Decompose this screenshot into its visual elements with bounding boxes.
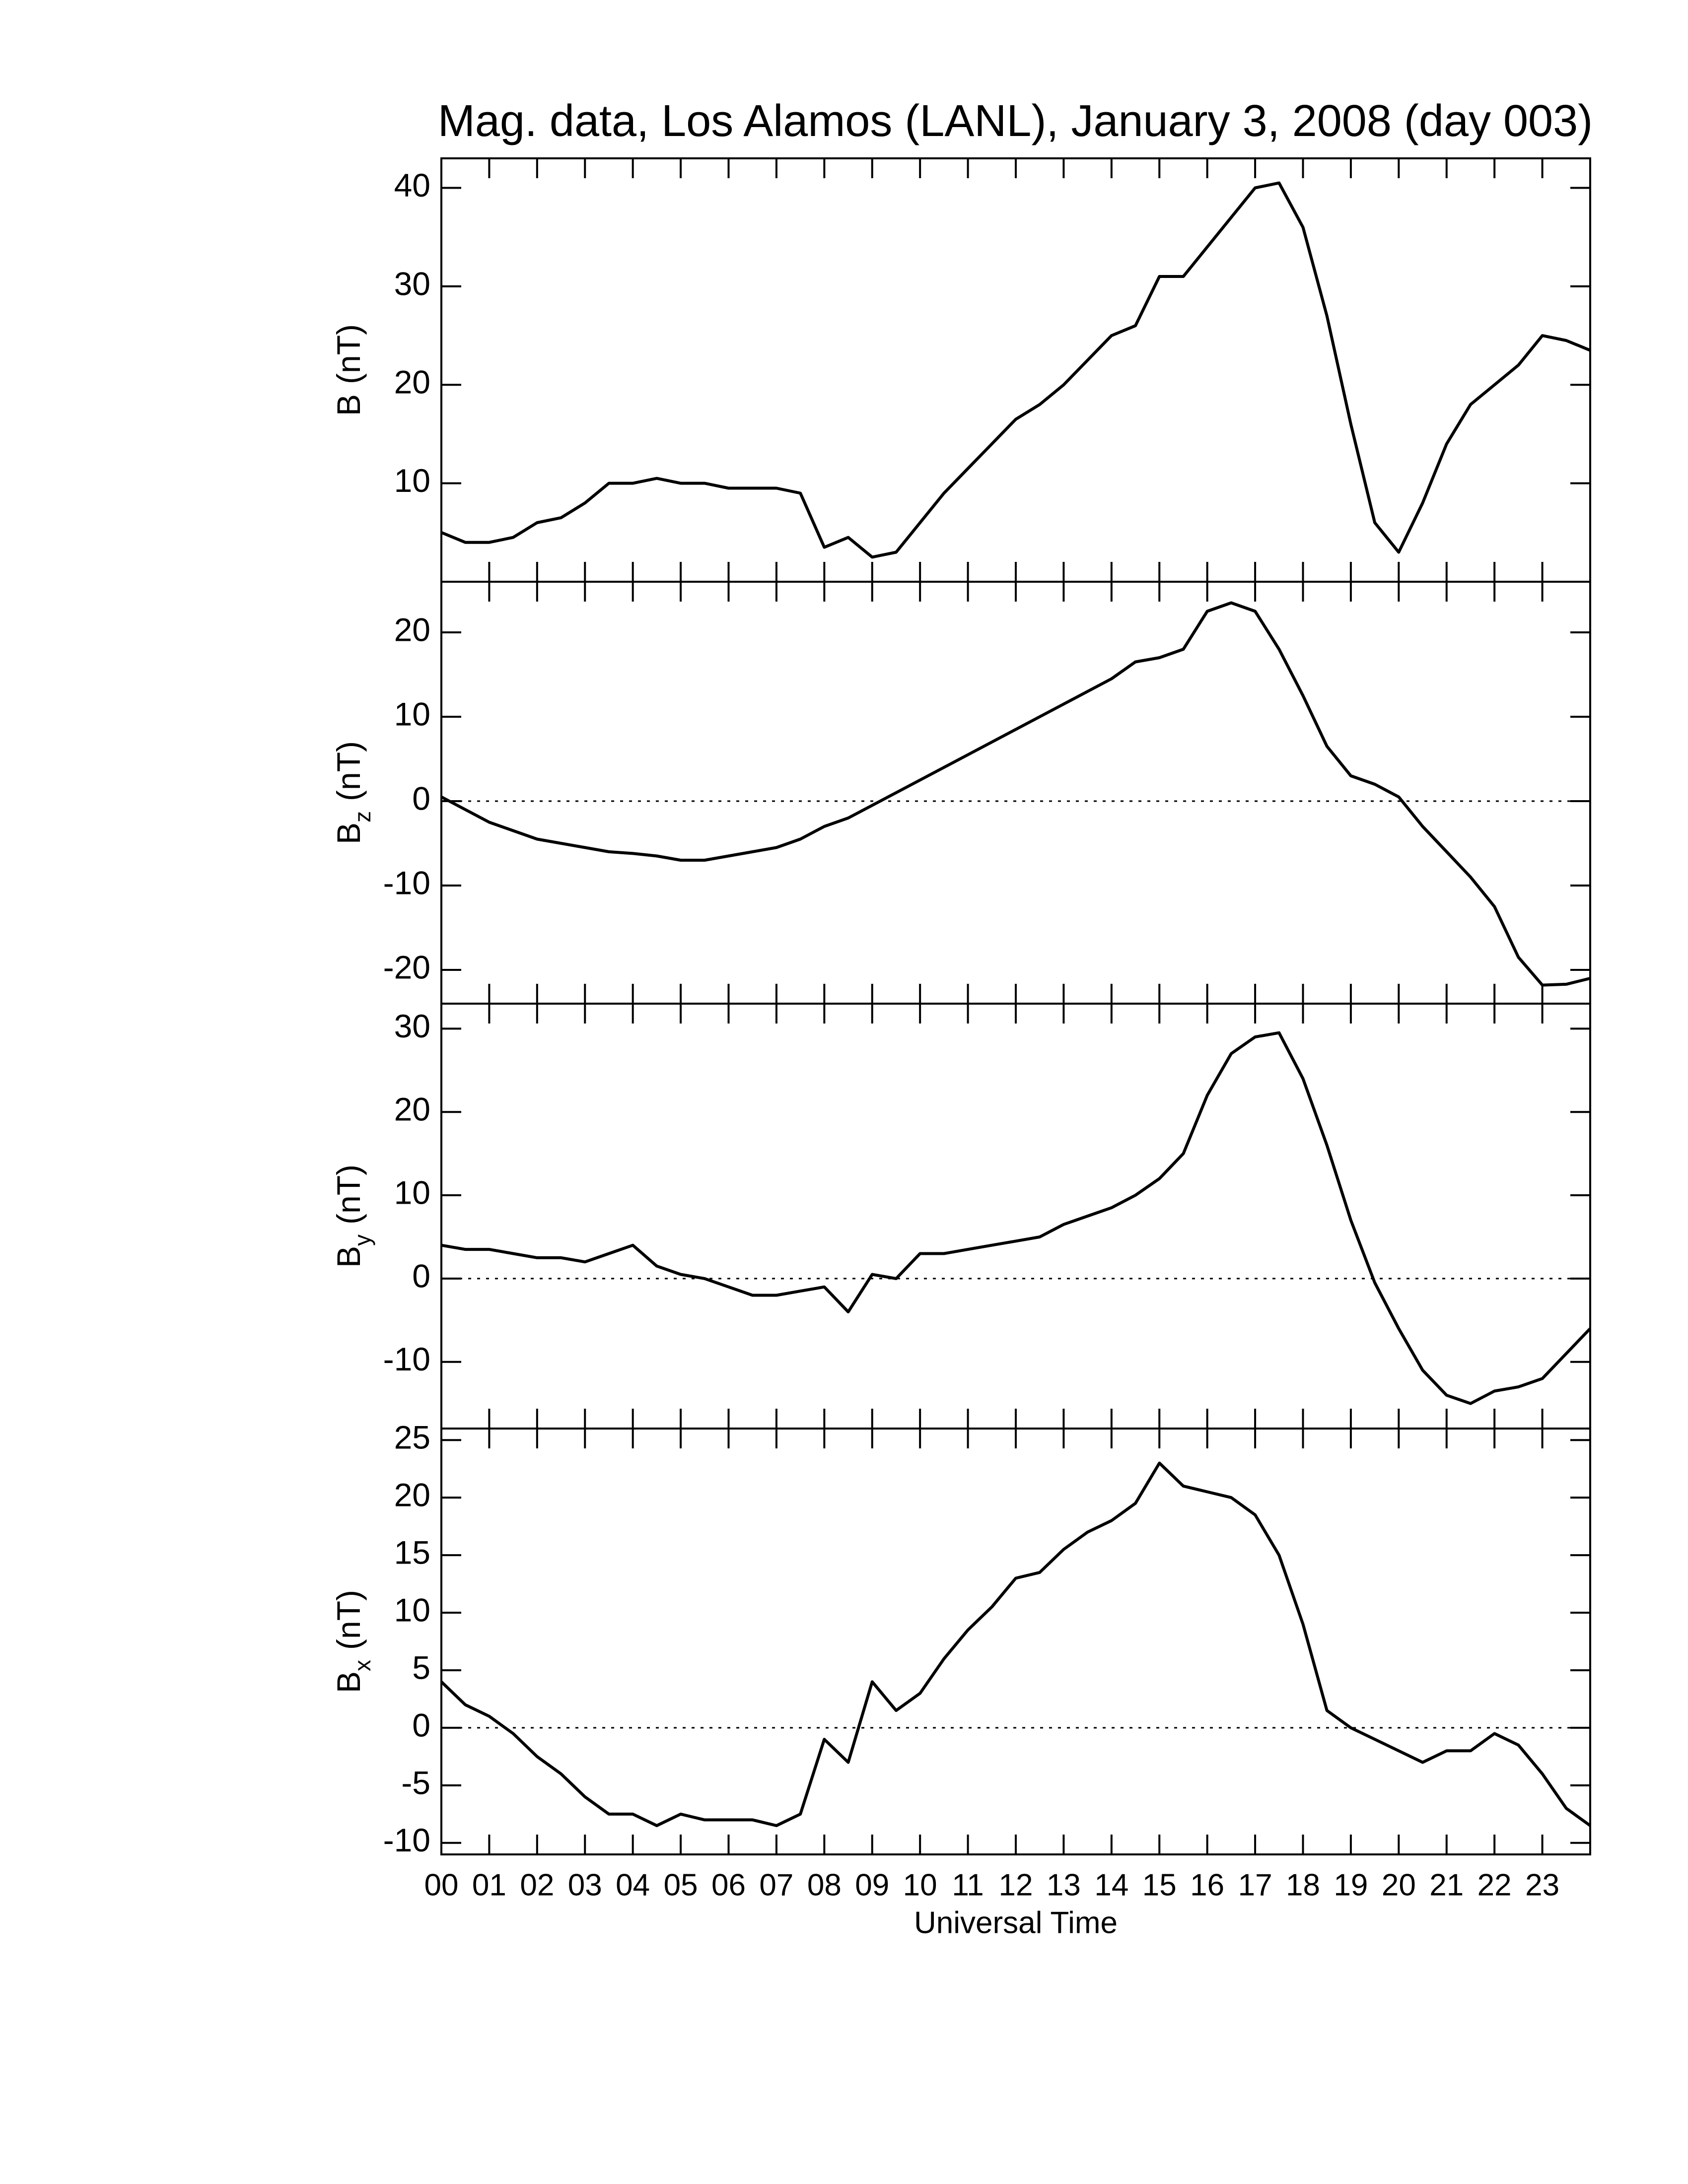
x-tick-label: 01 [472, 1868, 506, 1902]
y-tick-label: 5 [412, 1649, 430, 1686]
x-tick-label: 21 [1429, 1868, 1464, 1902]
y-axis-label: B (nT) [330, 324, 367, 416]
y-tick-label: 20 [394, 611, 430, 648]
x-tick-label: 13 [1047, 1868, 1081, 1902]
y-tick-label: -5 [401, 1764, 430, 1801]
x-tick-label: 11 [952, 1868, 984, 1902]
y-axis-symbol: B [330, 1671, 367, 1693]
x-tick-label: 08 [807, 1868, 842, 1902]
x-tick-label: 23 [1525, 1868, 1559, 1902]
y-tick-label: 10 [394, 1174, 430, 1211]
y-axis-subscript: x [350, 1660, 375, 1671]
y-tick-label: 20 [394, 1477, 430, 1513]
y-tick-label: 20 [394, 364, 430, 401]
y-axis-unit: (nT) [330, 324, 367, 384]
y-tick-label: -20 [383, 949, 430, 985]
y-axis-label: Bz (nT) [330, 741, 375, 844]
x-tick-label: 14 [1094, 1868, 1128, 1902]
y-tick-label: 40 [394, 167, 430, 204]
x-tick-label: 06 [711, 1868, 746, 1902]
y-axis-subscript: y [350, 1234, 375, 1246]
x-tick-label: 10 [903, 1868, 937, 1902]
y-tick-label: 0 [412, 1257, 430, 1294]
y-axis-unit: (nT) [330, 1164, 367, 1225]
x-tick-label: 17 [1238, 1868, 1272, 1902]
y-tick-label: 0 [412, 780, 430, 817]
y-tick-label: 10 [394, 462, 430, 499]
y-tick-label: 10 [394, 695, 430, 732]
y-tick-label: 30 [394, 265, 430, 302]
y-axis-symbol: B [330, 822, 367, 844]
x-tick-label: 18 [1286, 1868, 1320, 1902]
data-line [441, 1031, 1592, 1405]
y-tick-label: 15 [394, 1534, 430, 1571]
x-tick-label: 02 [520, 1868, 554, 1902]
x-tick-label: 00 [424, 1868, 459, 1902]
y-axis-symbol: B [330, 394, 367, 416]
x-tick-label: 15 [1142, 1868, 1177, 1902]
y-tick-label: 10 [394, 1591, 430, 1628]
y-tick-label: 30 [394, 1008, 430, 1044]
y-tick-label: -10 [383, 1822, 430, 1858]
y-tick-label: 0 [412, 1706, 430, 1743]
y-tick-label: -10 [383, 864, 430, 901]
y-axis-label: By (nT) [330, 1164, 375, 1268]
x-tick-label: 04 [616, 1868, 650, 1902]
y-axis-subscript: z [350, 811, 375, 822]
x-tick-label: 22 [1477, 1868, 1512, 1902]
y-tick-label: 20 [394, 1091, 430, 1128]
y-tick-label: 25 [394, 1419, 430, 1456]
data-line [440, 181, 1591, 559]
x-tick-label: 16 [1190, 1868, 1224, 1902]
chart-title: Mag. data, Los Alamos (LANL), January 3,… [438, 96, 1593, 146]
data-line [440, 601, 1591, 987]
x-tick-label: 20 [1382, 1868, 1416, 1902]
data-line [440, 1461, 1591, 1827]
x-tick-label: 19 [1334, 1868, 1368, 1902]
y-axis-unit: (nT) [330, 1590, 367, 1650]
x-tick-label: 09 [855, 1868, 889, 1902]
x-tick-label: 12 [999, 1868, 1033, 1902]
y-axis-label: Bx (nT) [330, 1590, 375, 1693]
y-axis-unit: (nT) [330, 741, 367, 801]
x-tick-label: 07 [759, 1868, 793, 1902]
x-tick-label: 03 [568, 1868, 602, 1902]
y-tick-label: -10 [383, 1341, 430, 1377]
x-tick-label: 05 [664, 1868, 698, 1902]
x-axis-label: Universal Time [914, 1906, 1118, 1940]
y-axis-symbol: B [330, 1246, 367, 1268]
